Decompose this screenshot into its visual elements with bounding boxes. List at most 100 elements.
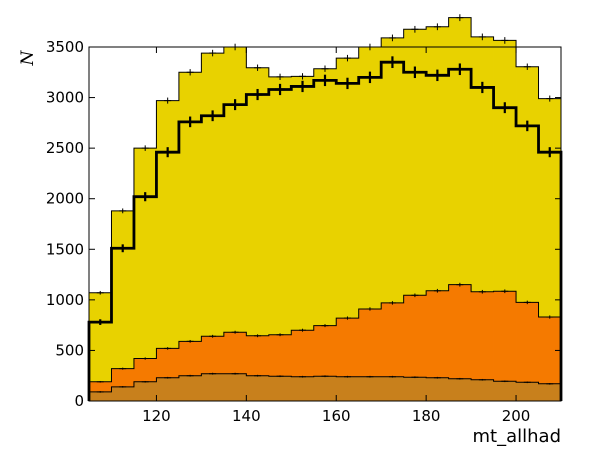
error-bar-series1-bin1 — [96, 391, 104, 393]
error-bar-series2-bin4 — [164, 347, 172, 350]
error-bar-series1-bin12 — [343, 375, 351, 378]
bar-series1-bin12 — [336, 376, 360, 401]
error-bar-series3-bin10 — [299, 73, 307, 80]
error-bar-series3-bin2 — [119, 208, 127, 214]
error-bar-series3-bin16 — [433, 23, 441, 31]
bar-series2-bin2 — [111, 368, 135, 387]
error-bar-series1-bin20 — [523, 381, 531, 384]
data-point-bin16 — [432, 69, 443, 82]
error-bars — [96, 14, 554, 393]
bar-series1-bin7 — [223, 373, 247, 401]
bar-series2-bin21 — [538, 317, 562, 384]
y-tick-label-2000: 2000 — [46, 190, 84, 208]
bar-series2-bin17 — [448, 284, 472, 379]
error-bar-series3-bin1 — [96, 290, 104, 295]
error-bar-series3-bin6 — [209, 49, 217, 57]
error-bar-series2-bin10 — [299, 328, 307, 332]
data-point-bin11 — [320, 74, 330, 87]
bar-series3-bin13 — [358, 47, 382, 309]
bar-series1-bin20 — [516, 382, 539, 401]
error-bar-series3-bin21 — [546, 95, 554, 102]
bar-series1-bin10 — [291, 376, 315, 401]
error-bar-series1-bin19 — [501, 380, 509, 383]
error-bar-series2-bin13 — [366, 307, 374, 311]
y-axis-ticks: 0 500 1000 1500 2000 2500 3000 3500 — [46, 38, 561, 410]
bar-series2-bin11 — [313, 325, 337, 377]
error-bar-series2-bin20 — [523, 300, 531, 305]
data-point-bin9 — [275, 83, 286, 96]
bar-series1-bin5 — [178, 375, 202, 401]
y-tick-label-3000: 3000 — [46, 89, 84, 107]
bar-series2-bin5 — [178, 341, 202, 376]
error-bar-series2-bin14 — [388, 301, 396, 305]
bar-series1-bin1 — [89, 391, 112, 401]
bar-series2-bin8 — [246, 335, 270, 376]
bar-series1-bin17 — [448, 378, 472, 401]
x-tick-label-180: 180 — [412, 407, 441, 425]
data-point-bin13 — [364, 71, 375, 84]
error-bar-series1-bin18 — [478, 378, 486, 381]
bar-series3-bin3 — [133, 148, 157, 359]
bar-series1-bin11 — [313, 376, 337, 401]
stacked-fills — [89, 17, 562, 401]
bar-series3-bin15 — [403, 29, 427, 296]
bar-series1-bin13 — [358, 376, 382, 401]
error-bar-series1-bin16 — [433, 376, 441, 379]
error-bar-series2-bin7 — [231, 330, 239, 334]
bar-series1-bin2 — [111, 386, 135, 401]
bar-series2-bin1 — [89, 381, 112, 392]
data-point-bin7 — [230, 99, 241, 111]
error-bar-series1-bin14 — [388, 375, 396, 378]
error-bar-series3-bin14 — [388, 34, 396, 42]
bar-series3-bin10 — [291, 76, 315, 331]
bar-series1-bin21 — [538, 383, 562, 401]
bar-series2-bin12 — [336, 318, 360, 377]
error-bar-series2-bin21 — [546, 315, 554, 319]
plot-frame — [88, 46, 562, 402]
bar-series3-bin1 — [89, 292, 112, 382]
x-axis-ticks: 120 140 160 180 200 — [142, 47, 530, 425]
y-tick-label-1500: 1500 — [46, 240, 84, 258]
bar-series3-bin12 — [336, 58, 360, 319]
bar-series3-bin19 — [493, 40, 517, 292]
y-axis-label: N — [18, 49, 38, 66]
error-bar-series1-bin15 — [411, 376, 419, 379]
bar-series3-bin4 — [156, 100, 180, 349]
error-bar-series2-bin8 — [254, 334, 262, 338]
error-bar-series1-bin7 — [231, 372, 239, 375]
error-bar-series2-bin9 — [276, 333, 284, 337]
bar-series3-bin11 — [313, 68, 337, 326]
error-bar-series2-bin3 — [141, 357, 149, 360]
data-point-bin18 — [477, 81, 488, 94]
error-bar-series3-bin11 — [321, 65, 329, 72]
error-bar-series1-bin11 — [321, 375, 329, 378]
bar-series3-bin7 — [223, 47, 247, 333]
error-bar-series2-bin2 — [119, 367, 127, 370]
bar-series2-bin18 — [471, 291, 494, 380]
data-point-bin6 — [207, 110, 218, 122]
x-tick-label-160: 160 — [322, 407, 351, 425]
error-bar-series1-bin17 — [456, 377, 464, 380]
bar-series1-bin15 — [403, 377, 427, 401]
bar-series2-bin7 — [223, 332, 247, 374]
bar-series3-bin8 — [246, 67, 270, 336]
x-tick-label-120: 120 — [142, 407, 171, 425]
x-axis-label: mt_allhad — [473, 426, 562, 447]
error-bar-series2-bin12 — [343, 316, 351, 320]
error-bar-series1-bin3 — [141, 380, 149, 383]
data-point-bin20 — [522, 120, 533, 132]
y-tick-label-500: 500 — [55, 341, 84, 359]
error-bar-series1-bin10 — [299, 375, 307, 378]
error-bar-series3-bin3 — [141, 145, 149, 151]
stack-edge-series1 — [88, 373, 562, 401]
data-point-bin1 — [95, 319, 106, 325]
data-step-line — [87, 56, 563, 401]
error-bar-series2-bin5 — [186, 339, 194, 343]
bar-series3-bin20 — [516, 66, 539, 303]
bar-series1-bin14 — [381, 376, 405, 401]
bar-series1-bin8 — [246, 375, 270, 401]
error-bar-series3-bin5 — [186, 69, 194, 76]
bar-series3-bin2 — [111, 210, 135, 369]
x-tick-label-200: 200 — [502, 407, 531, 425]
